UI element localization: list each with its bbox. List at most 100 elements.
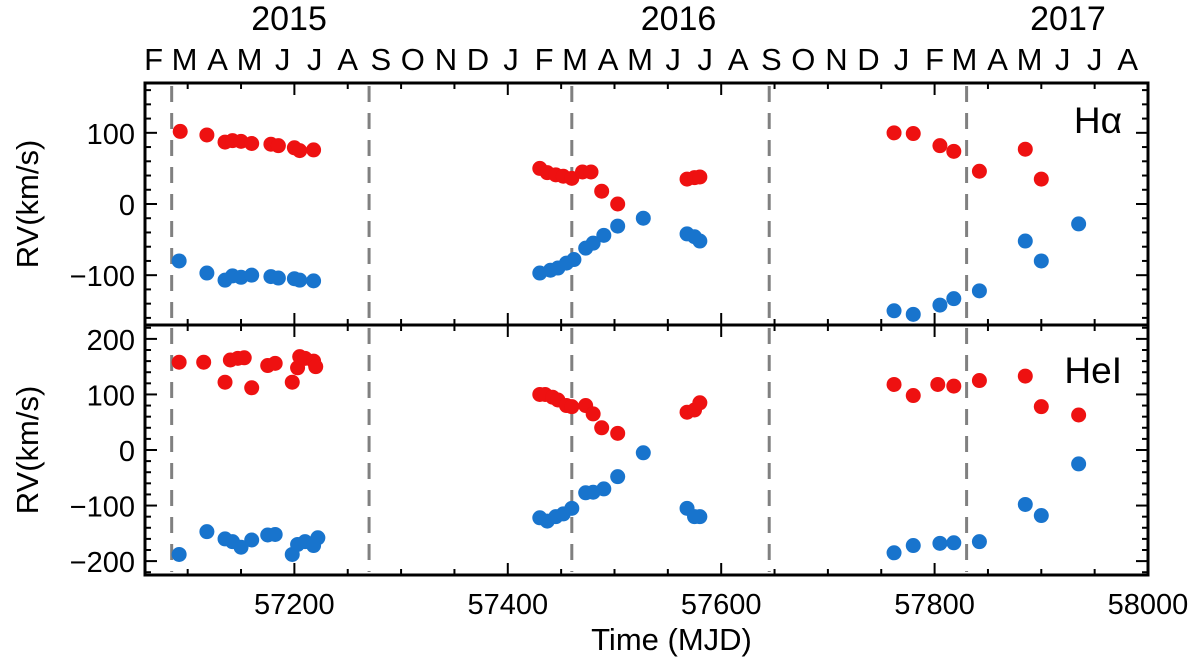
month-label: A <box>728 42 749 77</box>
red-rv-point <box>1033 399 1049 415</box>
blue-rv-point <box>596 481 612 497</box>
month-label: N <box>825 42 847 77</box>
month-label: M <box>562 42 588 77</box>
x-tick-label: 57200 <box>254 589 335 621</box>
blue-rv-point <box>932 297 948 313</box>
month-label: J <box>894 42 910 77</box>
red-rv-point <box>583 164 599 180</box>
x-tick-label: 57400 <box>467 589 548 621</box>
red-rv-point <box>1033 171 1049 187</box>
blue-rv-point <box>1071 456 1087 472</box>
blue-rv-point <box>971 534 987 550</box>
y-tick-label: 0 <box>119 436 135 468</box>
month-label: D <box>467 42 489 77</box>
month-label: A <box>337 42 358 77</box>
y-tick-label: 100 <box>87 119 135 151</box>
blue-rv-point <box>199 265 215 281</box>
month-label: J <box>1087 42 1103 77</box>
blue-rv-point <box>610 218 626 234</box>
blue-rv-point <box>1017 496 1033 512</box>
x-tick-label: 57600 <box>681 589 762 621</box>
y-tick-label: −100 <box>70 261 135 293</box>
month-label: J <box>275 42 291 77</box>
blue-rv-point <box>596 227 612 243</box>
month-label: O <box>401 42 425 77</box>
red-rv-point <box>886 125 902 141</box>
month-label: A <box>987 42 1008 77</box>
blue-rv-point <box>905 306 921 322</box>
red-rv-point <box>905 388 921 404</box>
red-rv-point <box>196 354 212 370</box>
blue-rv-point <box>233 539 249 555</box>
month-label: D <box>857 42 879 77</box>
month-label: O <box>791 42 815 77</box>
blue-rv-point <box>1071 216 1087 232</box>
month-label: J <box>665 42 681 77</box>
red-rv-point <box>971 373 987 389</box>
month-label: M <box>952 42 978 77</box>
red-rv-point <box>594 183 610 199</box>
red-rv-point <box>284 374 300 390</box>
blue-rv-point <box>306 273 322 289</box>
panel-halpha: 100 0 −100 RV(km/s) Hα <box>10 81 1150 327</box>
panel-frame <box>143 323 1150 577</box>
red-rv-point <box>292 143 308 159</box>
blue-rv-point <box>267 526 283 542</box>
blue-rv-point <box>1033 508 1049 524</box>
blue-rv-point <box>171 546 187 562</box>
x-tick-label: 57800 <box>894 589 975 621</box>
red-rv-point <box>971 163 987 179</box>
red-rv-point <box>585 406 601 422</box>
blue-rv-point <box>292 272 308 288</box>
panel-line-label: Hα <box>1074 100 1122 141</box>
blue-rv-point <box>886 545 902 561</box>
red-rv-point <box>692 395 708 411</box>
month-label: S <box>370 42 391 77</box>
red-rv-point <box>930 376 946 392</box>
red-rv-point <box>270 138 286 154</box>
blue-rv-point <box>946 291 962 307</box>
red-rv-point <box>692 169 708 185</box>
month-label: M <box>237 42 263 77</box>
red-rv-point <box>946 143 962 159</box>
red-rv-point <box>1071 407 1087 423</box>
blue-rv-point <box>171 253 187 269</box>
red-rv-point <box>1017 368 1033 384</box>
red-rv-point <box>610 196 626 212</box>
month-label: S <box>761 42 782 77</box>
red-rv-point <box>308 359 324 375</box>
blue-rv-point <box>905 538 921 554</box>
red-rv-point <box>306 142 322 158</box>
blue-rv-point <box>310 530 326 546</box>
blue-rv-point <box>635 210 651 226</box>
red-rv-point <box>171 354 187 370</box>
blue-rv-point <box>886 303 902 319</box>
y-tick-label: 0 <box>119 190 135 222</box>
red-rv-point <box>172 123 188 139</box>
blue-rv-point <box>932 535 948 551</box>
red-rv-point <box>1017 141 1033 157</box>
month-label: M <box>627 42 653 77</box>
blue-rv-point <box>270 270 286 286</box>
year-label: 2016 <box>641 0 717 38</box>
blue-rv-point <box>564 500 580 516</box>
panel-hei: 200 100 0 −100 −200 RV(km/s) HeI <box>10 323 1150 579</box>
month-label: A <box>207 42 228 77</box>
red-rv-point <box>610 425 626 441</box>
month-label: M <box>1017 42 1043 77</box>
month-label: F <box>144 42 163 77</box>
red-rv-point <box>946 378 962 394</box>
month-label: N <box>435 42 457 77</box>
red-rv-point <box>244 136 260 151</box>
y-tick-label: −200 <box>70 547 135 579</box>
blue-rv-point <box>971 283 987 299</box>
x-axis-label: Time (MJD) <box>591 622 752 657</box>
month-label: A <box>598 42 619 77</box>
blue-rv-point <box>946 535 962 551</box>
red-rv-point <box>594 420 610 436</box>
blue-rv-point <box>566 252 582 268</box>
x-tick-label: 58000 <box>1108 589 1189 621</box>
y-tick-label: 200 <box>87 325 135 357</box>
